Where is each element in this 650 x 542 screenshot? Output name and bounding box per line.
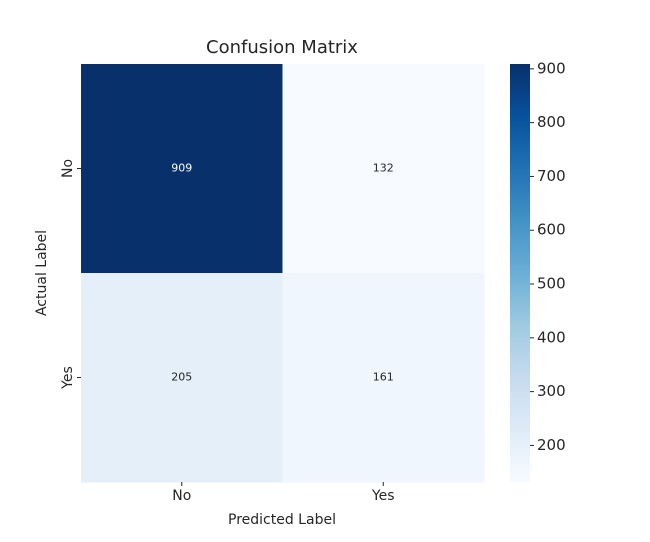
y-axis-label: Actual Label [34,230,50,316]
colorbar-tick-label: 600 [537,221,566,239]
colorbar-tick-label: 400 [537,328,566,346]
cell-annotation: 132 [373,162,394,175]
x-tick-label: No [172,488,191,504]
colorbar-tick-label: 800 [537,113,566,131]
cell-annotation: 909 [171,162,192,175]
colorbar [510,64,530,482]
x-tick-label: Yes [371,488,395,504]
cell-annotation: 205 [171,371,192,384]
cell-annotation: 161 [373,371,394,384]
colorbar-tick-label: 900 [537,59,566,77]
chart-title: Confusion Matrix [206,37,358,58]
heatmap-cell [81,64,283,274]
y-tick-label: Yes [60,366,76,390]
colorbar-tick-label: 200 [537,436,566,454]
heatmap-cell [282,64,485,274]
x-axis-label: Predicted Label [228,512,336,528]
y-tick-label: No [60,159,76,178]
colorbar-tick-label: 300 [537,382,566,400]
heatmap-cell [282,273,485,483]
heatmap-cell [81,273,283,483]
colorbar-tick-label: 700 [537,167,566,185]
colorbar-tick-label: 500 [537,275,566,293]
